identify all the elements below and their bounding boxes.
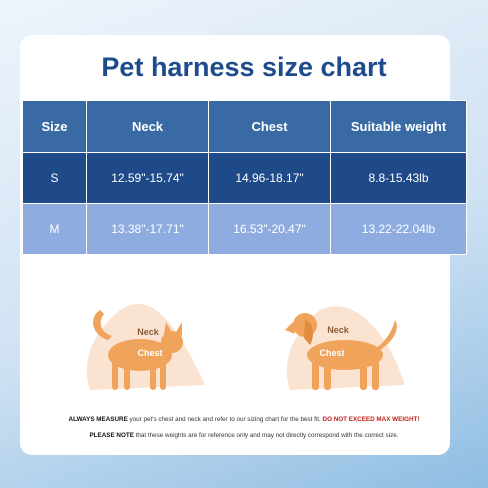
column-header: Neck — [86, 100, 209, 153]
chest-label: Chest — [319, 348, 344, 358]
title: Pet harness size chart — [101, 52, 387, 82]
column-header: Size — [22, 100, 87, 153]
cat — [93, 310, 183, 390]
note: ALWAYS MEASURE your pet's chest and neck… — [0, 416, 488, 423]
cell: 16.53"-20.47" — [208, 203, 331, 255]
cell: 13.22-22.04lb — [330, 203, 467, 255]
note-warning: DO NOT EXCEED MAX WEIGHT! — [322, 416, 420, 423]
cell: 12.59"-15.74" — [86, 152, 209, 204]
neck-label: Neck — [137, 327, 160, 337]
size-table: Size Neck Chest Suitable weight S 12.59"… — [22, 100, 467, 255]
cell: 13.38"-17.71" — [86, 203, 209, 255]
note-body: that these weights are for reference onl… — [133, 432, 399, 439]
column-header: Suitable weight — [330, 100, 467, 153]
cell: M — [22, 203, 87, 255]
cell: 8.8-15.43lb — [330, 152, 467, 204]
chest-label: Chest — [137, 348, 162, 358]
note-lead: ALWAYS MEASURE — [68, 416, 128, 423]
header-row: Size Neck Chest Suitable weight — [22, 100, 467, 153]
cell: S — [22, 152, 87, 204]
neck-label: Neck — [327, 325, 350, 335]
table-row: M 13.38"-17.71" 16.53"-20.47" 13.22-22.0… — [22, 203, 467, 255]
note-lead: PLEASE NOTE — [89, 432, 134, 439]
note-body: your pet's chest and neck and refer to o… — [127, 416, 323, 423]
illustrations: Neck Chest Neck Chest — [86, 303, 405, 390]
column-header: Chest — [208, 100, 331, 153]
note: PLEASE NOTE that these weights are for r… — [0, 432, 488, 439]
dog — [285, 313, 397, 390]
cell: 14.96-18.17" — [208, 152, 331, 204]
table-row: S 12.59"-15.74" 14.96-18.17" 8.8-15.43lb — [22, 152, 467, 204]
